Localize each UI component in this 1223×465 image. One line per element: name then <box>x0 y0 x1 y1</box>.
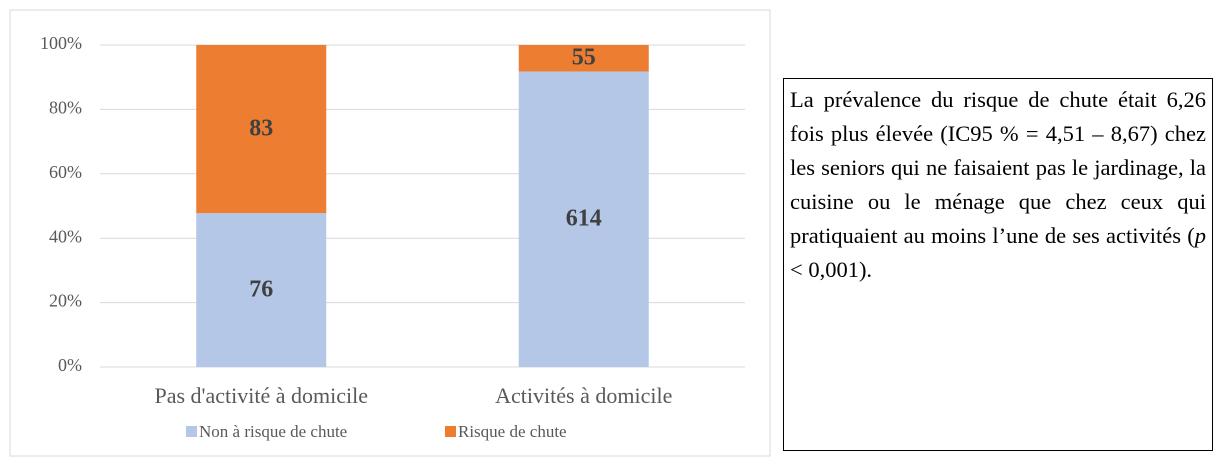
y-tick-label: 60% <box>49 162 82 182</box>
y-tick-label: 20% <box>49 291 82 311</box>
x-tick-label: Activités à domicile <box>495 383 672 408</box>
data-label: 55 <box>572 45 596 71</box>
note-text: p <box>1194 223 1206 248</box>
legend-label: Non à risque de chute <box>199 422 347 441</box>
note-box: La prévalence du risque de chute était 6… <box>783 78 1213 451</box>
legend-swatch <box>186 426 197 437</box>
note-text: La prévalence du risque de chute était 6… <box>790 87 1206 248</box>
legend-label: Risque de chute <box>458 422 567 441</box>
y-tick-label: 100% <box>40 33 82 53</box>
legend-swatch <box>445 426 456 437</box>
chart: 0% 20% 40% 60% 80% 100% 76 83 Pas d'activité à d… <box>9 9 771 457</box>
x-tick-label: Pas d'activité à domicile <box>154 383 368 408</box>
note-text: < 0,001). <box>790 257 873 282</box>
bar-segment <box>518 71 649 367</box>
y-tick-label: 40% <box>49 226 82 246</box>
bar-segment <box>196 45 327 214</box>
data-label: 76 <box>249 277 273 303</box>
y-tick-label: 0% <box>58 355 82 375</box>
y-tick-label: 80% <box>49 98 82 118</box>
data-label: 614 <box>566 206 602 232</box>
bar-segment <box>518 45 649 72</box>
data-label: 83 <box>249 116 273 142</box>
bar-segment <box>196 213 327 367</box>
